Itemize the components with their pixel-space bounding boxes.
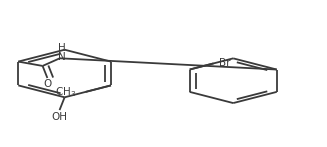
Text: O: O bbox=[43, 79, 52, 89]
Text: Br: Br bbox=[219, 58, 231, 68]
Text: H
N: H N bbox=[58, 43, 65, 62]
Text: CH$_3$: CH$_3$ bbox=[55, 85, 76, 99]
Text: OH: OH bbox=[52, 112, 68, 122]
